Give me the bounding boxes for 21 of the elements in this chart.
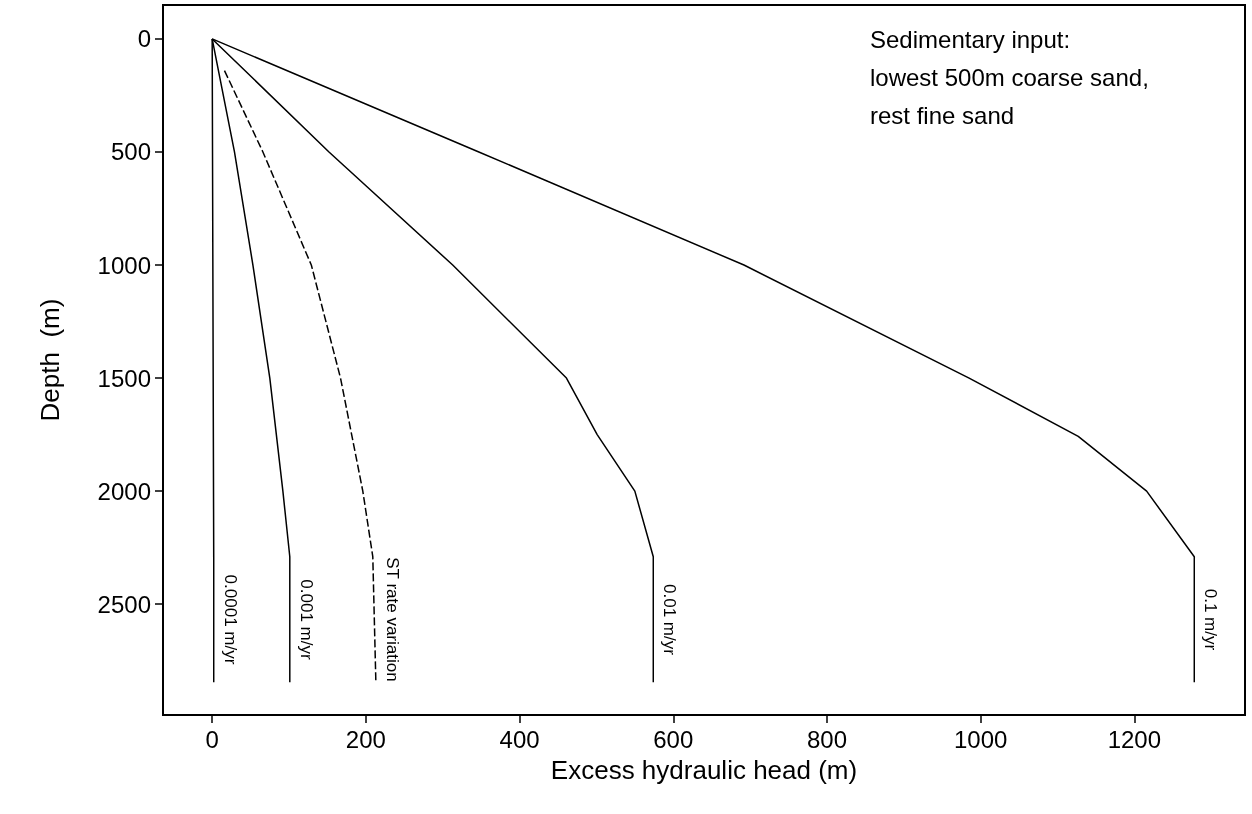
x-tick-label: 800: [806, 725, 847, 753]
y-tick-label: 1500: [97, 364, 151, 392]
text: 0.1 m/yr: [1201, 588, 1221, 651]
x-tick-label: 600: [653, 725, 694, 753]
x-tick-label: 200: [345, 725, 386, 753]
text: 0.001 m/yr: [296, 579, 316, 660]
x-tick-label: 1000: [953, 725, 1008, 753]
x-axis-title: Excess hydraulic head (m): [550, 755, 858, 785]
x-tick-label: 0: [205, 725, 219, 753]
annotation: Sedimentary input: lowest 500m coarse sand, rest fine sand: [870, 25, 1149, 129]
y-tick-label: 1000: [97, 251, 151, 279]
y-tick-label: 2000: [97, 477, 151, 505]
y-tick-label: 2500: [97, 590, 151, 618]
text: 0.0001 m/yr: [220, 574, 240, 665]
x-tick-label: 400: [499, 725, 540, 753]
text: ST rate variation: [382, 557, 402, 682]
y-tick-label: 0: [137, 25, 151, 53]
text: 0.01 m/yr: [660, 584, 680, 656]
x-tick-label: 1200: [1107, 725, 1162, 753]
y-tick-label: 500: [110, 138, 151, 166]
y-axis-title: Depth (m): [35, 298, 65, 422]
